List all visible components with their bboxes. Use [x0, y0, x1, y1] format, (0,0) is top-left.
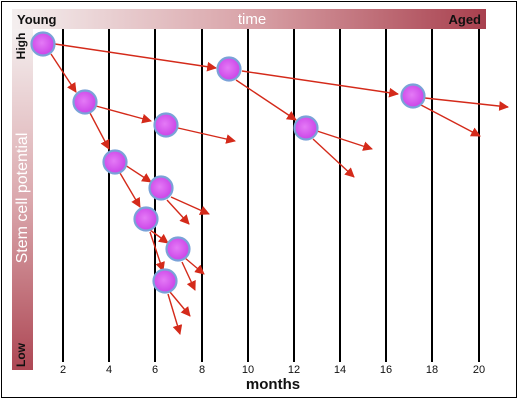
months-axis-title: months [246, 376, 300, 393]
stem-cell [293, 115, 319, 141]
arrow [89, 112, 110, 150]
arrow [124, 164, 152, 183]
arrow [241, 70, 399, 98]
stem-cell [148, 175, 174, 201]
stem-cell [165, 236, 191, 262]
tick-label: 2 [60, 364, 66, 376]
low-label: Low [14, 342, 28, 367]
arrow [149, 231, 165, 272]
stem-cell-potential-label: Stem cell potential [14, 133, 31, 264]
arrow [169, 291, 191, 317]
arrow [235, 79, 297, 121]
stem-cell [216, 56, 242, 82]
arrow [177, 127, 236, 144]
arrow [170, 196, 210, 215]
arrow [119, 172, 141, 208]
tick-label: 18 [426, 364, 438, 376]
arrow [167, 293, 183, 335]
arrow [424, 97, 509, 111]
tick-label: 14 [334, 364, 346, 376]
arrow [95, 105, 152, 124]
potential-gradient [12, 29, 33, 370]
lineage-arrows [50, 43, 509, 335]
arrow [184, 257, 205, 275]
stem-cell [152, 268, 178, 294]
stem-cell [153, 112, 179, 138]
stem-cell [72, 89, 98, 115]
stem-cell-potential-bar: High Stem cell potential Low [12, 29, 33, 370]
stem-cell [30, 31, 56, 57]
stem-cell [133, 206, 159, 232]
tick-label: 16 [380, 364, 392, 376]
time-gradient [12, 9, 486, 29]
month-tick-labels: 2 4 6 8 10 12 14 16 18 20 months [60, 364, 485, 393]
tick-label: 4 [106, 364, 112, 376]
tick-label: 12 [288, 364, 300, 376]
tick-label: 6 [152, 364, 158, 376]
arrow [420, 104, 481, 137]
arrow [316, 130, 373, 151]
arrow [54, 43, 217, 72]
time-label: time [238, 11, 266, 28]
young-label: Young [17, 12, 57, 27]
arrow [166, 199, 190, 225]
arrow [181, 261, 196, 291]
arrow [312, 138, 355, 178]
stem-cell [102, 149, 128, 175]
tick-label: 10 [242, 364, 254, 376]
arrow [149, 229, 169, 244]
aged-label: Aged [449, 12, 482, 27]
tick-label: 20 [473, 364, 485, 376]
high-label: High [14, 33, 28, 60]
time-axis-bar: Young time Aged [12, 9, 486, 29]
tick-label: 8 [199, 364, 205, 376]
stem-cells [30, 31, 426, 294]
stem-cell [400, 83, 426, 109]
arrow [50, 53, 77, 93]
month-gridlines [62, 29, 480, 362]
